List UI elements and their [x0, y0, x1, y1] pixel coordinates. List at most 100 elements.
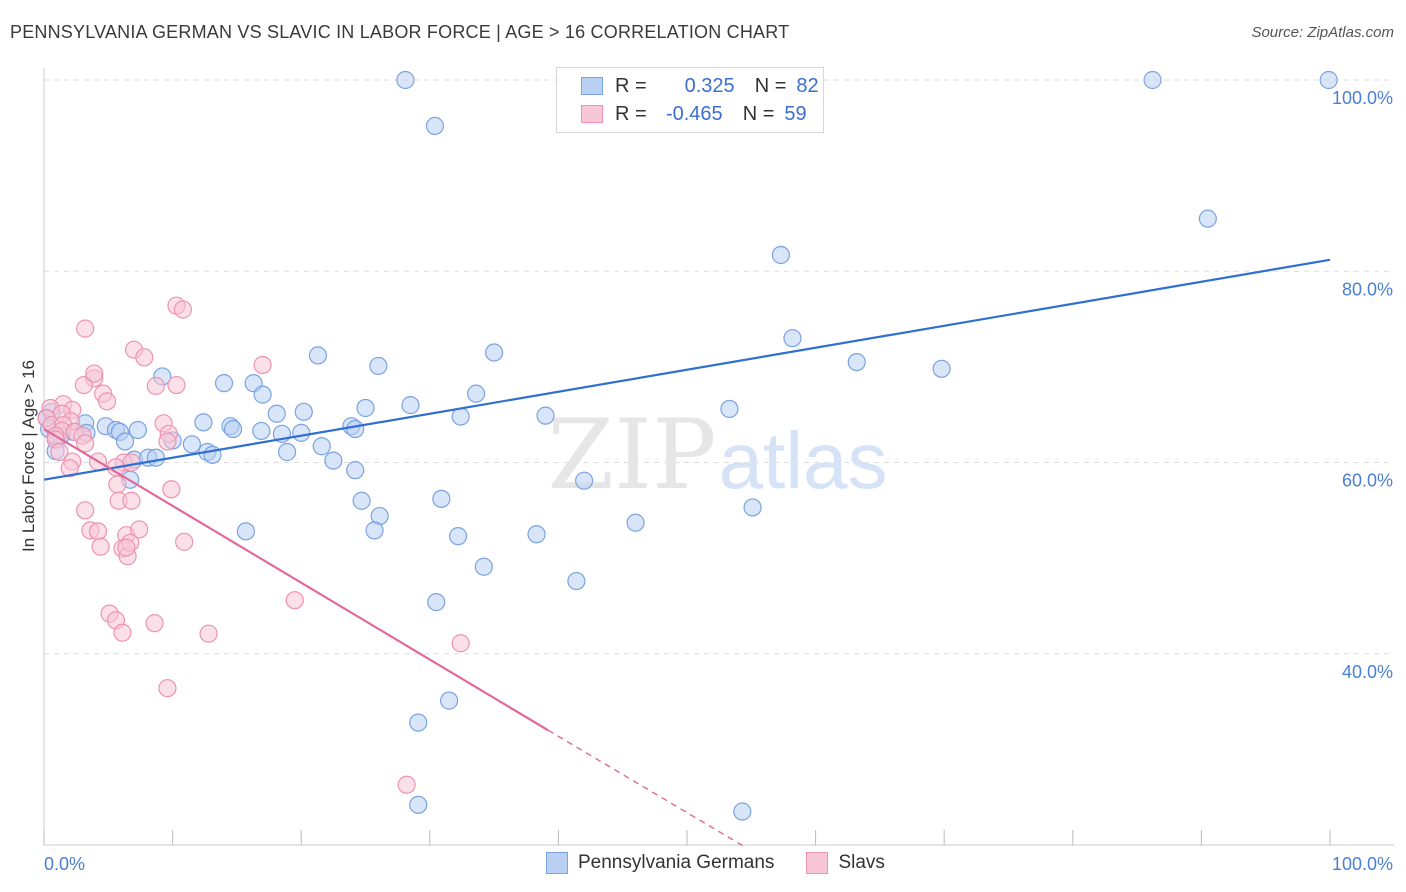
- data-point-slav: [113, 623, 132, 642]
- data-point-pennsylvania-german: [409, 713, 428, 732]
- legend-item-slavs[interactable]: Slavs: [806, 852, 885, 874]
- y-tick-label: 80.0%: [1342, 279, 1393, 299]
- watermark-zip: ZIP: [547, 399, 716, 511]
- legend-n-value: 59: [784, 102, 807, 125]
- legend-n-value: 82: [796, 74, 819, 97]
- legend-row-pink: R = -0.465 N = 59: [581, 102, 807, 126]
- data-point-slav: [253, 355, 272, 375]
- data-point-pennsylvania-german: [356, 398, 375, 418]
- data-point-pennsylvania-german: [474, 557, 493, 576]
- axes: [43, 68, 1394, 846]
- data-point-pennsylvania-german: [427, 593, 446, 612]
- legend-n-label: N =: [742, 102, 775, 125]
- data-point-slav: [117, 538, 136, 557]
- data-point-slav: [76, 501, 95, 520]
- data-point-slav: [122, 491, 141, 510]
- data-point-pennsylvania-german: [252, 421, 271, 441]
- y-tick-label: 100.0%: [1332, 88, 1393, 108]
- data-point-pennsylvania-german: [267, 404, 286, 423]
- data-point-slav: [397, 775, 416, 794]
- data-point-slav: [91, 537, 110, 556]
- data-point-slav: [285, 591, 304, 610]
- data-point-pennsylvania-german: [308, 346, 328, 365]
- data-point-pennsylvania-german: [324, 451, 343, 470]
- data-point-slav: [108, 475, 127, 494]
- data-point-pennsylvania-german: [743, 498, 762, 517]
- data-point-pennsylvania-german: [448, 527, 468, 546]
- data-point-pennsylvania-german: [932, 359, 951, 378]
- data-point-pennsylvania-german: [115, 432, 135, 451]
- data-point-pennsylvania-german: [783, 329, 802, 348]
- x-tick-label: 100.0%: [1332, 854, 1393, 874]
- data-point-slav: [50, 442, 69, 462]
- data-point-pennsylvania-german: [128, 420, 147, 440]
- y-tick-label: 40.0%: [1342, 662, 1393, 682]
- data-point-pennsylvania-german: [182, 435, 201, 454]
- legend-item-pennsylvania-germans[interactable]: Pennsylvania Germans: [546, 852, 774, 874]
- data-point-pennsylvania-german: [466, 384, 486, 403]
- watermark: ZIP atlas: [547, 399, 887, 511]
- data-point-pennsylvania-german: [352, 491, 371, 510]
- data-point-pennsylvania-german: [236, 522, 256, 541]
- data-point-slav: [145, 614, 164, 633]
- data-point-pennsylvania-german: [439, 691, 459, 710]
- data-point-pennsylvania-german: [253, 385, 272, 404]
- data-point-pennsylvania-german: [369, 356, 388, 376]
- data-point-pennsylvania-german: [146, 448, 165, 467]
- data-point-slav: [74, 375, 93, 395]
- legend-row-blue: R = 0.325 N = 82: [581, 74, 819, 98]
- trend-line-pennsylvania-germans: [43, 258, 1331, 481]
- legend-r-label: R =: [615, 74, 647, 97]
- data-point-pennsylvania-german: [432, 489, 451, 508]
- legend-r-value: 0.325: [684, 74, 735, 97]
- data-point-slav: [158, 432, 177, 451]
- data-point-pennsylvania-german: [720, 399, 739, 419]
- data-point-pennsylvania-german: [194, 413, 213, 432]
- data-point-pennsylvania-german: [346, 461, 365, 480]
- legend-label: Pennsylvania Germans: [578, 852, 775, 873]
- data-point-slav: [97, 392, 117, 411]
- x-tick-label: 0.0%: [44, 854, 85, 874]
- data-point-pennsylvania-german: [396, 70, 415, 90]
- data-point-pennsylvania-german: [626, 513, 645, 532]
- data-point-slav: [88, 522, 108, 541]
- data-point-pennsylvania-german: [409, 795, 428, 814]
- y-tick-label: 60.0%: [1342, 471, 1393, 491]
- chart-title: PENNSYLVANIA GERMAN VS SLAVIC IN LABOR F…: [10, 22, 790, 42]
- data-point-pennsylvania-german: [223, 419, 243, 439]
- data-point-slav: [76, 434, 95, 453]
- watermark-atlas: atlas: [719, 416, 888, 505]
- data-point-slav: [85, 364, 104, 383]
- legend-n-label: N =: [754, 74, 787, 97]
- trend-lines: [43, 258, 1331, 848]
- data-point-pennsylvania-german: [575, 471, 594, 490]
- data-point-slav: [76, 319, 95, 338]
- legend-r-value: -0.465: [665, 102, 723, 125]
- legend-r-label: R =: [615, 102, 647, 125]
- data-point-pennsylvania-german: [1198, 209, 1217, 228]
- trend-line-slavs: [43, 428, 549, 732]
- y-axis-label: In Labor Force | Age > 16: [19, 360, 38, 552]
- data-point-pennsylvania-german: [365, 521, 384, 540]
- data-point-slav: [451, 634, 470, 653]
- data-point-pennsylvania-german: [214, 374, 234, 393]
- legend-label: Slavs: [838, 852, 885, 873]
- data-point-pennsylvania-german: [485, 343, 504, 362]
- data-point-slav: [175, 532, 194, 551]
- data-point-pennsylvania-german: [733, 802, 752, 821]
- data-point-slav: [167, 375, 186, 395]
- data-point-pennsylvania-german: [1319, 70, 1338, 90]
- data-point-slav: [122, 453, 141, 472]
- stats-legend: R = 0.325 N = 82 R = -0.465 N = 59: [556, 67, 824, 133]
- trend-line-slavs-extension: [547, 729, 746, 848]
- gridlines: [44, 79, 1394, 655]
- data-point-slav: [173, 300, 192, 319]
- data-point-pennsylvania-german: [847, 352, 866, 372]
- data-point-slav: [130, 520, 149, 539]
- data-point-pennsylvania-german: [294, 402, 313, 421]
- data-point-pennsylvania-german: [567, 571, 586, 591]
- pink-swatch: [581, 105, 603, 123]
- data-point-pennsylvania-german: [312, 437, 331, 456]
- data-point-slav: [135, 348, 154, 367]
